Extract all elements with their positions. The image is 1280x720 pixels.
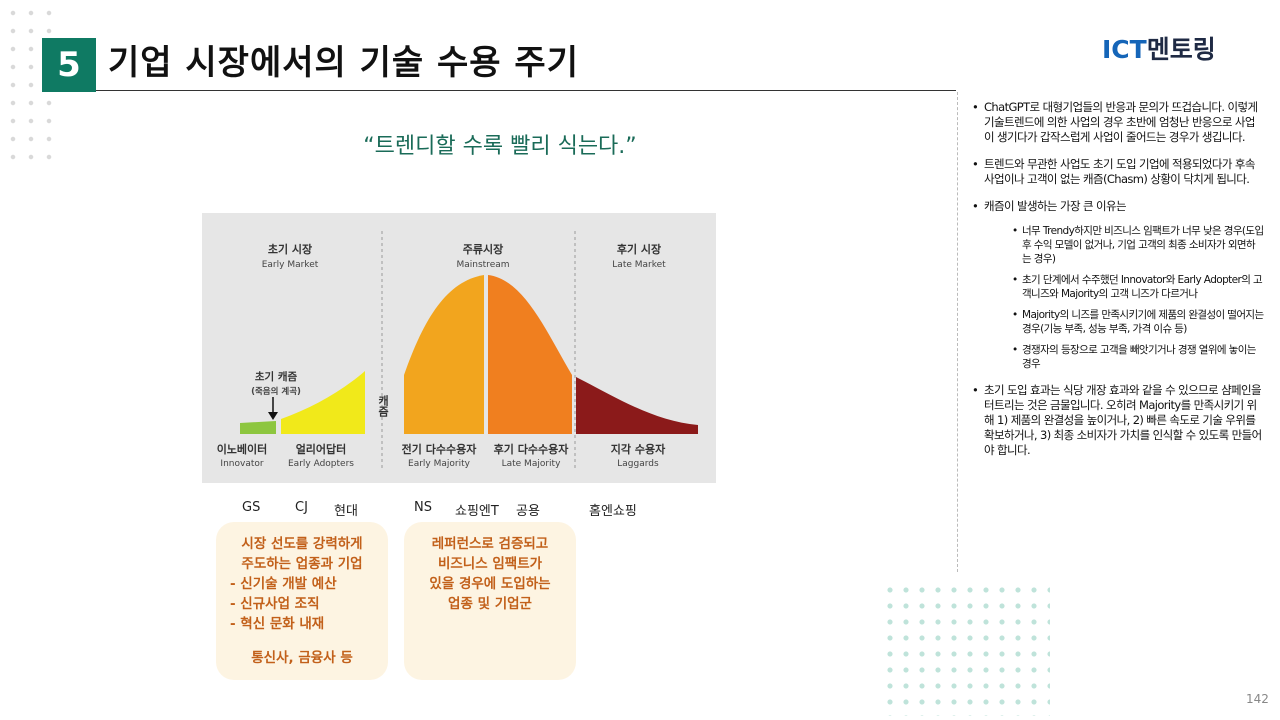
explanation-panel: ChatGPT로 대형기업들의 반응과 문의가 뜨겁습니다. 이렇게 기술트렌드…: [972, 100, 1264, 470]
note1-line6: 통신사, 금융사 등: [251, 650, 353, 666]
ict-mentoring-logo: ICT멘토링: [1102, 30, 1216, 66]
segment-early-market-ko: 초기 시장: [268, 242, 312, 256]
sub-bullet-3: Majority의 니즈를 만족시키기에 제품의 완결성이 떨어지는 경우(기능…: [1012, 308, 1264, 336]
logo-ict-text: ICT: [1102, 35, 1147, 64]
sub-bullet-4: 경쟁자의 등장으로 고객을 빼앗기거나 경쟁 열위에 놓이는 경우: [1012, 343, 1264, 371]
group-early-majority-en: Early Majority: [408, 459, 471, 469]
slide-quote: “트렌디할 수록 빨리 식는다.”: [363, 134, 637, 159]
firm-home-shopping: 홈엔쇼핑: [589, 504, 637, 519]
title-underline: [96, 90, 956, 91]
decorative-dots-bottom-right: [880, 580, 1050, 716]
early-majority-segment: [404, 275, 484, 434]
note2-line3: 있을 경우에 도입하는: [429, 576, 551, 592]
segment-mainstream-ko: 주류시장: [463, 242, 503, 256]
note2-line2: 비즈니스 임팩트가: [437, 556, 543, 572]
adoption-curve-svg: 초기 시장 Early Market 주류시장 Mainstream 후기 시장…: [217, 231, 698, 469]
note1-line2: 주도하는 업종과 기업: [241, 556, 363, 572]
bullet-2: 트렌드와 무관한 사업도 초기 도입 기업에 적용되었다가 후속 사업이나 고객…: [972, 157, 1264, 187]
segment-early-market-en: Early Market: [262, 260, 319, 270]
note1-line3: - 신기술 개발 예산: [230, 576, 337, 592]
initial-chasm-sublabel: (죽음의 계곡): [251, 386, 301, 397]
page-title: 기업 시장에서의 기술 수용 주기: [108, 43, 579, 83]
group-early-majority-ko: 전기 다수수용자: [402, 442, 478, 456]
firm-hyundai: 현대: [334, 504, 358, 519]
group-late-majority-en: Late Majority: [502, 459, 561, 469]
group-innovator-ko: 이노베이터: [217, 442, 268, 456]
late-majority-segment: [488, 275, 572, 434]
firm-cj: CJ: [295, 500, 308, 515]
firm-ns: NS: [414, 500, 432, 515]
sub-bullet-2: 초기 단계에서 수주했던 Innovator와 Early Adopter의 고…: [1012, 273, 1264, 301]
section-number-badge: 5: [42, 38, 96, 92]
group-laggards-en: Laggards: [617, 459, 659, 469]
group-laggards-ko: 지각 수용자: [611, 442, 666, 456]
laggards-segment: [576, 377, 698, 434]
note2-line4: 업종 및 기업군: [448, 596, 532, 612]
group-innovator-en: Innovator: [220, 459, 263, 469]
segment-late-market-ko: 후기 시장: [617, 242, 661, 256]
chasm-vertical-label: 캐즘: [377, 394, 390, 417]
bullet-1: ChatGPT로 대형기업들의 반응과 문의가 뜨겁습니다. 이렇게 기술트렌드…: [972, 100, 1264, 145]
chasm-arrow-head: [268, 412, 278, 420]
note2-line1: 레퍼런스로 검증되고: [431, 536, 549, 552]
segment-late-market-en: Late Market: [612, 260, 666, 270]
panel-divider: [957, 92, 958, 572]
bullet-4: 초기 도입 효과는 식당 개장 효과와 같을 수 있으므로 샴페인을 터트리는 …: [972, 383, 1264, 458]
mainstream-note-box: 레퍼런스로 검증되고 비즈니스 임팩트가 있을 경우에 도입하는 업종 및 기업…: [404, 522, 576, 680]
segment-mainstream-en: Mainstream: [456, 260, 509, 270]
page-number: 142: [1246, 692, 1269, 706]
note1-line1: 시장 선도를 강력하게: [241, 536, 363, 552]
firm-shopping-t: 쇼핑엔T: [455, 504, 499, 519]
group-early-adopters-ko: 얼리어답터: [296, 442, 347, 456]
initial-chasm-label: 초기 캐즘: [255, 370, 298, 383]
bullet-3: 캐즘이 발생하는 가장 큰 이유는: [984, 199, 1127, 213]
bullet-3-item: 캐즘이 발생하는 가장 큰 이유는 너무 Trendy하지만 비즈니스 임팩트가…: [972, 199, 1264, 371]
firm-gs: GS: [242, 500, 261, 515]
sub-bullet-1: 너무 Trendy하지만 비즈니스 임팩트가 너무 낮은 경우(도입 후 수익 …: [1012, 224, 1264, 266]
early-adopters-segment: [281, 371, 365, 434]
section-number: 5: [57, 45, 81, 85]
group-late-majority-ko: 후기 다수수용자: [494, 442, 570, 456]
logo-mentoring-text: 멘토링: [1146, 35, 1216, 64]
firm-public: 공용: [516, 504, 540, 519]
innovator-segment: [240, 421, 276, 434]
adoption-lifecycle-diagram: 초기 시장 Early Market 주류시장 Mainstream 후기 시장…: [202, 213, 716, 483]
early-market-note-box: 시장 선도를 강력하게 주도하는 업종과 기업 - 신기술 개발 예산 - 신규…: [216, 522, 388, 680]
group-early-adopters-en: Early Adopters: [288, 459, 354, 469]
note1-line5: - 혁신 문화 내재: [230, 616, 325, 632]
note1-line4: - 신규사업 조직: [230, 596, 320, 612]
